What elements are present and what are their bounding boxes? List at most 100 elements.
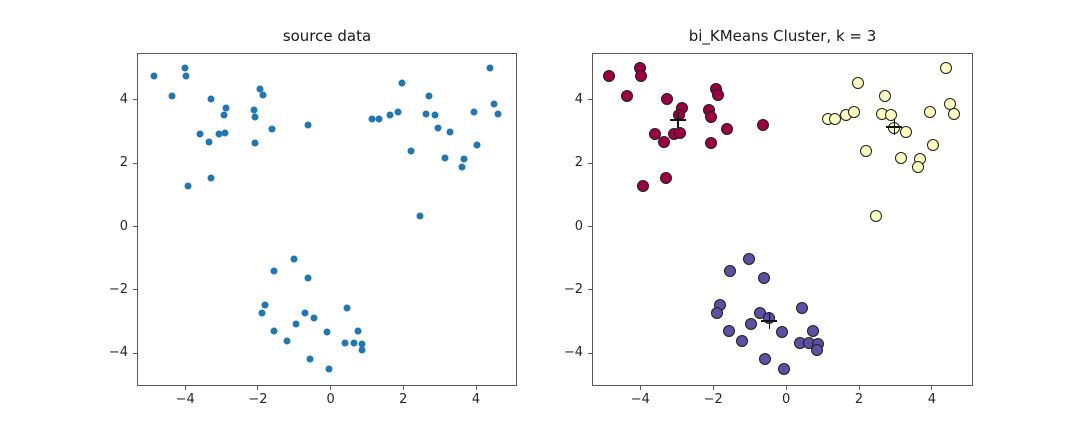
data-point — [358, 340, 366, 348]
x-tick-label: −2 — [248, 392, 268, 407]
y-tick-mark — [133, 99, 137, 101]
data-point — [847, 106, 860, 119]
x-tick-label: 4 — [471, 392, 481, 407]
data-point — [354, 327, 362, 335]
y-tick-label: −4 — [108, 345, 128, 361]
data-point — [407, 147, 415, 155]
data-point — [722, 324, 735, 337]
data-point — [358, 346, 366, 354]
x-tick-label: 0 — [326, 392, 335, 407]
data-point — [658, 136, 671, 149]
y-tick-mark — [133, 352, 137, 354]
data-point — [940, 62, 953, 75]
centroid-marker — [670, 111, 687, 128]
data-point — [648, 128, 661, 141]
x-tick-label: 2 — [399, 392, 408, 407]
data-point — [674, 127, 687, 140]
data-point — [422, 110, 430, 118]
data-point — [486, 64, 494, 72]
data-point — [473, 141, 481, 149]
x-tick-mark — [257, 386, 259, 390]
data-point — [860, 144, 873, 157]
data-point — [220, 111, 228, 119]
data-point — [490, 100, 498, 108]
y-tick-mark — [133, 162, 137, 164]
data-point — [912, 161, 925, 174]
data-point — [441, 154, 449, 162]
data-point — [924, 105, 937, 118]
data-point — [207, 174, 215, 182]
data-point — [343, 304, 351, 312]
x-tick-label: −2 — [703, 392, 723, 407]
data-point — [182, 72, 190, 80]
data-point — [292, 320, 300, 328]
y-tick-label: 0 — [119, 218, 128, 234]
x-tick-label: 4 — [927, 392, 937, 407]
data-point — [431, 111, 439, 119]
data-point — [184, 182, 192, 190]
data-point — [270, 327, 278, 335]
y-tick-label: 2 — [574, 155, 583, 171]
data-point — [251, 139, 259, 147]
x-tick-mark — [858, 386, 860, 390]
x-tick-mark — [330, 386, 332, 390]
x-tick-mark — [712, 386, 714, 390]
data-point — [776, 326, 789, 339]
y-tick-label: −2 — [563, 281, 583, 297]
data-point — [207, 95, 215, 103]
data-point — [458, 163, 466, 171]
data-point — [620, 90, 633, 103]
data-point — [446, 128, 454, 136]
data-point — [894, 152, 907, 165]
data-point — [870, 209, 883, 222]
centroid-cross-bar — [768, 313, 771, 330]
plot-title: source data — [282, 27, 372, 45]
y-tick-label: 0 — [574, 218, 583, 234]
data-point — [660, 93, 673, 106]
data-point — [304, 121, 312, 129]
data-point — [807, 324, 820, 337]
data-point — [168, 92, 176, 100]
data-point — [885, 108, 898, 121]
data-point — [261, 301, 269, 309]
x-tick-mark — [931, 386, 933, 390]
data-point — [603, 70, 616, 83]
data-point — [259, 91, 267, 99]
x-tick-label: 0 — [782, 392, 791, 407]
data-point — [926, 139, 939, 152]
data-point — [743, 252, 756, 265]
y-tick-label: 4 — [119, 91, 128, 107]
x-tick-mark — [639, 386, 641, 390]
data-point — [721, 123, 734, 136]
data-point — [150, 72, 158, 80]
cluster-plot: bi_KMeans Cluster, k = 3 −4 −2 0 2 4 −4 −2 0 2 4 — [564, 27, 973, 407]
data-point — [704, 137, 717, 149]
data-point — [425, 92, 433, 100]
data-point — [221, 129, 229, 137]
data-point — [398, 79, 406, 87]
data-point — [757, 118, 770, 131]
data-point — [268, 125, 276, 133]
y-tick-mark — [588, 289, 592, 291]
data-point — [258, 309, 266, 317]
source-data-plot: source data −4 −2 0 2 4 −4 −2 0 2 4 — [109, 27, 517, 407]
x-tick-mark — [184, 386, 186, 390]
x-tick-mark — [402, 386, 404, 390]
y-tick-mark — [588, 99, 592, 101]
data-point — [778, 362, 791, 375]
data-point — [301, 309, 309, 317]
data-point — [205, 138, 213, 146]
data-point — [659, 172, 672, 185]
data-point — [386, 111, 394, 119]
data-point — [736, 335, 749, 348]
data-point — [757, 272, 770, 285]
data-point — [256, 85, 264, 93]
data-point — [222, 104, 230, 112]
data-point — [416, 212, 424, 220]
data-point — [796, 302, 809, 315]
data-point — [879, 89, 892, 102]
data-point — [635, 69, 648, 82]
data-point — [394, 108, 402, 116]
y-tick-label: −2 — [108, 281, 128, 297]
data-point — [470, 108, 478, 116]
